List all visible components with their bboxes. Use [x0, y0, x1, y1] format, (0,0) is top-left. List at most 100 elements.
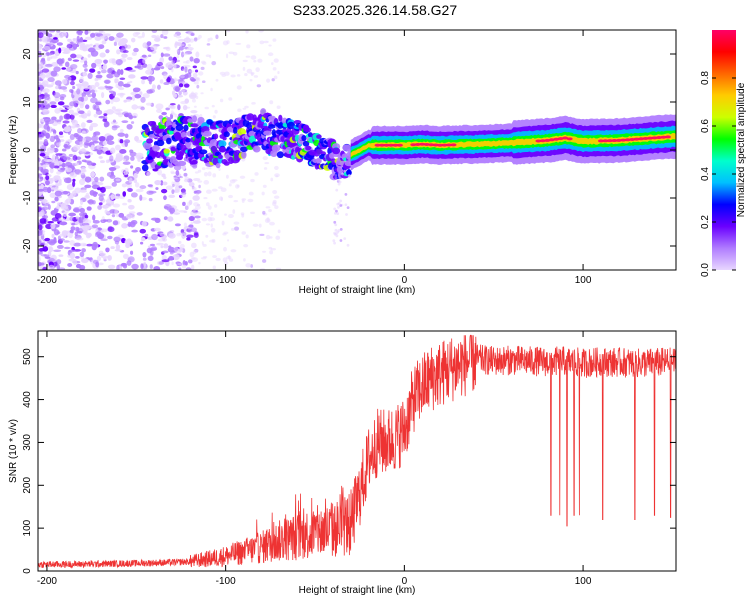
spectrogram-cell	[157, 169, 163, 176]
spectrogram-cell	[176, 55, 180, 59]
spectrogram-ridge-cell	[152, 144, 160, 152]
spectrogram-cell	[224, 213, 227, 216]
spectrogram-ridge-cell	[241, 151, 247, 159]
spectrogram-cell	[84, 176, 92, 183]
spectrogram-cell	[161, 259, 170, 263]
spectrogram-cell	[187, 259, 193, 264]
spectrogram-cell	[38, 86, 41, 91]
spectrogram-cell	[174, 86, 180, 92]
spectrogram-cell	[129, 149, 134, 154]
spectrogram-cell	[132, 32, 139, 38]
spectrogram-ridge-cell	[280, 135, 285, 143]
spectrogram-cell	[145, 69, 153, 75]
spectrogram-cell	[128, 177, 133, 184]
spectrogram-cell	[262, 184, 267, 188]
spectrogram-cell	[250, 55, 257, 60]
spectrogram-cell	[126, 123, 133, 130]
spectrogram-cell	[182, 260, 186, 266]
spectrogram-cell	[97, 262, 104, 266]
spectrogram-cell	[188, 224, 194, 228]
spectrogram-cell	[189, 94, 197, 98]
spectrogram-cell	[147, 54, 152, 58]
spectrogram-cell	[171, 217, 174, 221]
spectrogram-cell	[48, 239, 56, 246]
spectrogram-cell	[210, 212, 214, 217]
spectrogram-cell	[128, 204, 135, 210]
spectrogram-cell	[69, 101, 77, 107]
spectrogram-cell	[81, 148, 86, 152]
spectrogram-cell	[105, 49, 110, 54]
spectrogram-cell	[54, 32, 61, 39]
spectrogram-cell	[132, 115, 137, 119]
spectrogram-cell	[334, 228, 338, 232]
spectrogram-cell	[92, 104, 97, 110]
colorbar-ticks: 0.0 0.2 0.4 0.6 0.8	[700, 71, 736, 277]
spectrogram-cell	[87, 199, 94, 205]
spectrogram-cell	[102, 219, 109, 222]
spectrogram-cell	[151, 233, 158, 241]
spectrogram-cell	[68, 88, 74, 93]
spectrogram-peak-cell	[446, 143, 453, 147]
spectrogram-cell	[115, 58, 123, 66]
spectrogram-cell	[241, 213, 245, 218]
spectrogram-cell	[122, 202, 128, 206]
spectrogram-cell	[334, 174, 338, 177]
spectrogram-cell	[118, 212, 125, 218]
spectrogram-cell	[173, 212, 181, 215]
spectrogram-cells	[38, 30, 282, 270]
spectrogram-cell	[180, 43, 185, 47]
spectrogram-cell	[187, 227, 191, 230]
spectrogram-cell	[165, 107, 170, 111]
spectrogram-cell	[53, 133, 57, 137]
spectrogram-cell	[94, 81, 100, 88]
spectrogram-cell	[203, 197, 208, 200]
spectrogram-cell	[178, 210, 187, 213]
spectrogram-ridge-cell	[305, 145, 312, 151]
spectrogram-cell	[166, 76, 171, 83]
spectrogram-cell	[245, 234, 249, 239]
spectrogram-y-ticks: -20 -10 0 10 20	[22, 48, 676, 253]
snr-y-tick-label: 200	[22, 477, 33, 494]
spectrogram-cell	[95, 261, 100, 268]
spectrogram-cell	[110, 171, 114, 176]
spectrogram-cell	[122, 253, 129, 260]
spectrogram-cell	[239, 175, 246, 179]
spectrogram-peak-cell	[383, 143, 390, 147]
spectrogram-x-tick-label: -200	[37, 275, 57, 286]
spectrogram-cell	[183, 37, 191, 43]
spectrogram-cell	[51, 200, 56, 204]
spectrogram-cell	[112, 203, 121, 208]
spectrogram-cell	[158, 115, 164, 120]
spectrogram-cell	[124, 239, 129, 244]
spectrogram-cell	[45, 132, 51, 139]
spectrogram-cell	[148, 190, 157, 194]
spectrogram-cell	[193, 105, 197, 108]
spectrogram-cell	[189, 56, 194, 62]
spectrogram-ridge-cell	[218, 146, 227, 153]
spectrogram-cell	[112, 220, 119, 226]
spectrogram-cell	[117, 92, 125, 96]
spectrogram-cell	[258, 30, 265, 33]
spectrogram-cell	[219, 98, 224, 103]
spectrogram-cell	[193, 81, 199, 85]
spectrogram-cell	[70, 53, 77, 59]
spectrogram-cell	[339, 199, 343, 203]
spectrogram-cell	[149, 247, 157, 251]
spectrogram-cell	[49, 192, 57, 199]
spectrogram-cell	[205, 189, 212, 194]
spectrogram-cell	[198, 34, 202, 39]
spectrogram-cell	[38, 230, 43, 237]
snr-x-axis-label: Height of straight line (km)	[299, 585, 416, 596]
spectrogram-cell	[160, 66, 165, 70]
spectrogram-cell	[193, 58, 200, 64]
spectrogram-cell	[85, 36, 93, 41]
spectrogram-cell	[72, 85, 76, 90]
spectrogram-cell	[56, 259, 62, 265]
spectrogram-y-tick-label: -10	[22, 190, 33, 205]
spectrogram-cell	[145, 102, 153, 106]
spectrogram-cell	[262, 210, 266, 215]
spectrogram-cell	[100, 255, 109, 259]
spectrogram-cell	[141, 220, 147, 227]
spectrogram-cell	[59, 233, 63, 237]
spectrogram-cell	[99, 252, 106, 257]
